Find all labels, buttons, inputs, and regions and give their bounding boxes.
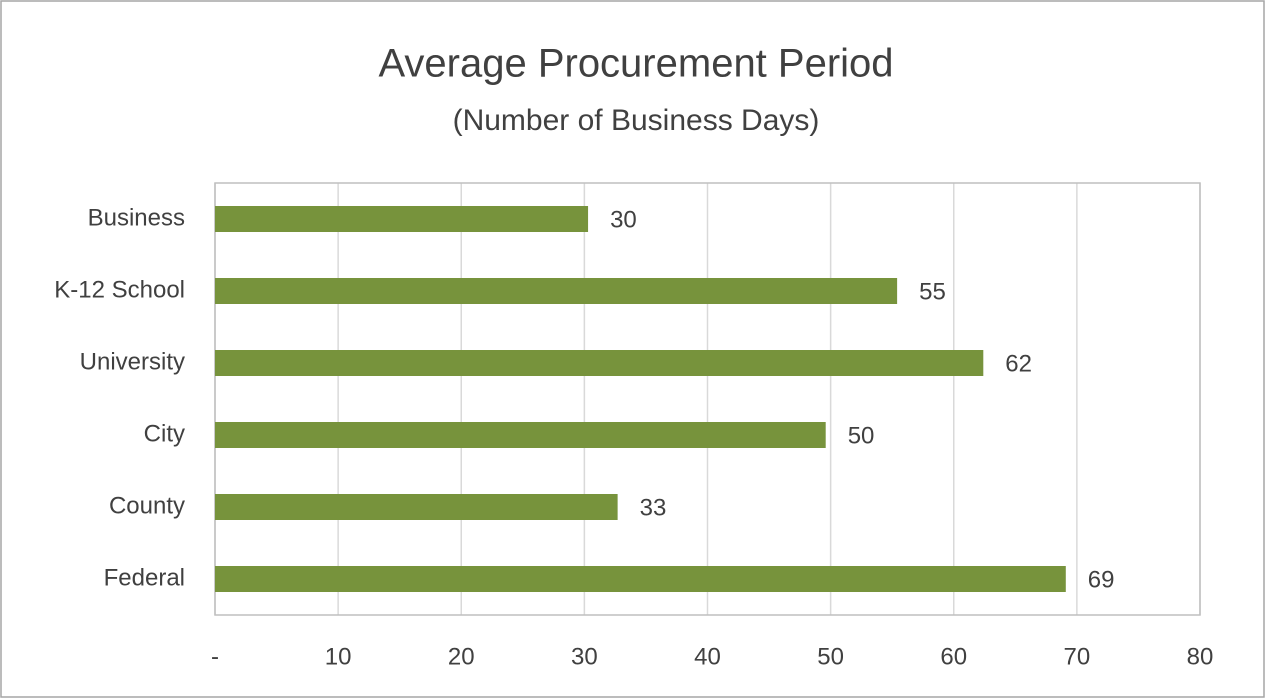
bar [215,206,589,232]
data-label: 33 [640,494,667,521]
x-tick-label: 30 [571,643,598,670]
bar [215,278,898,304]
y-tick-label: County [109,492,185,519]
x-tick-label: 60 [940,643,967,670]
y-tick-label: University [80,348,185,375]
x-tick-label: 70 [1064,643,1091,670]
x-tick-label: 50 [817,643,844,670]
y-tick-label: Federal [104,564,185,591]
bar [215,566,1066,592]
plot-frame [214,182,1201,616]
data-label: 50 [848,422,875,449]
x-tick-label: 20 [448,643,475,670]
x-tick-label: 80 [1187,643,1214,670]
y-tick-label: Business [88,204,185,231]
x-tick-label: 10 [325,643,352,670]
data-label: 55 [919,278,946,305]
chart-title: Average Procurement Period [378,42,893,86]
bar [215,422,826,448]
x-tick-label: 40 [694,643,721,670]
x-tick-label: - [211,643,219,670]
y-tick-label: K-12 School [54,276,185,303]
data-label: 30 [610,206,637,233]
chart-subtitle: (Number of Business Days) [453,104,820,137]
bar [215,350,984,376]
bar [215,494,618,520]
data-label: 62 [1005,350,1032,377]
data-label: 69 [1088,566,1115,593]
y-tick-label: City [144,420,185,447]
